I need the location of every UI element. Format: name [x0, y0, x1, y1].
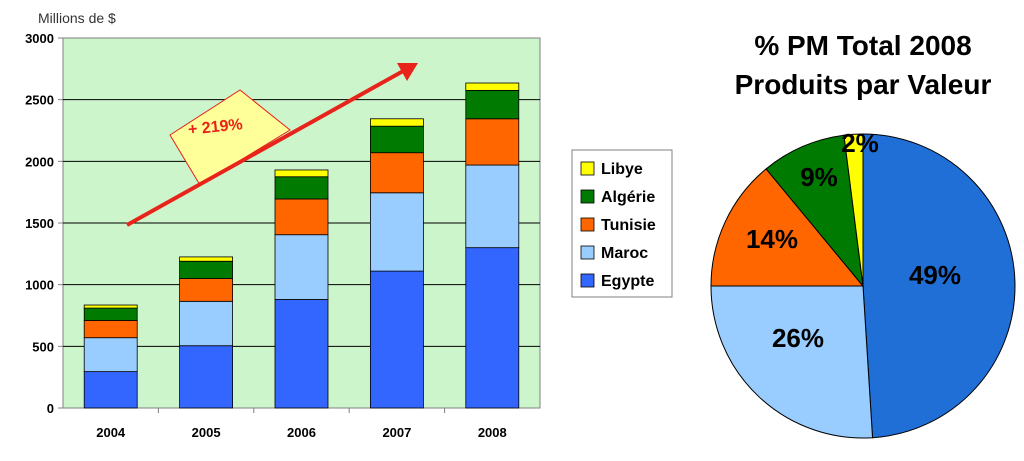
- bar-segment-maroc: [179, 300, 234, 347]
- bar-segment-algérie: [274, 176, 329, 200]
- bar-segment-tunisie: [369, 152, 424, 194]
- growth-annotation: + 219%: [126, 63, 418, 227]
- pie-slices: [710, 133, 1016, 439]
- legend: Libye Algérie Tunisie Maroc Egypte: [571, 149, 673, 298]
- bar-segment-libye: [83, 304, 138, 309]
- bar-segment-tunisie: [274, 198, 329, 236]
- bar-segment-algérie: [179, 260, 234, 279]
- y-tick-label: 2500: [25, 93, 54, 108]
- legend-swatch: [580, 189, 595, 204]
- bar-segment-libye: [369, 118, 424, 127]
- x-axis-ticks: 2004 2005 2006 2007 2008: [96, 408, 507, 440]
- pie-slice-label: 9%: [800, 162, 838, 192]
- pie-title-line-2: Produits par Valeur: [735, 69, 992, 100]
- pie-chart: % PM Total 2008 Produits par Valeur 49% 2…: [710, 30, 1016, 439]
- growth-callout-box: [169, 89, 291, 186]
- pie-slice-maroc: [710, 285, 874, 439]
- bar-segment-egypte: [83, 371, 138, 409]
- bar-segment-tunisie: [465, 118, 520, 166]
- bar-segment-egypte: [465, 247, 520, 409]
- bars: [83, 82, 520, 409]
- bar-segment-tunisie: [179, 278, 234, 302]
- x-tick-label: 2005: [192, 425, 221, 440]
- pie-slice-label: 2%: [841, 128, 879, 158]
- bar-segment-maroc: [274, 234, 329, 300]
- y-axis-title: Millions de $: [38, 10, 116, 26]
- x-tick-label: 2007: [382, 425, 411, 440]
- legend-label: Maroc: [601, 245, 648, 262]
- legend-label: Tunisie: [601, 217, 656, 234]
- legend-swatch: [580, 273, 595, 288]
- growth-callout-label: + 219%: [187, 116, 243, 139]
- legend-swatch: [580, 161, 595, 176]
- bar-segment-egypte: [369, 270, 424, 409]
- bar-segment-algérie: [369, 125, 424, 154]
- bar-segment-egypte: [274, 299, 329, 409]
- bar-segment-algérie: [465, 90, 520, 120]
- bar-segment-egypte: [179, 345, 234, 409]
- bar-segment-maroc: [83, 337, 138, 373]
- bar-segment-maroc: [465, 164, 520, 249]
- pie-slice-egypte: [862, 133, 1016, 439]
- bar-segment-algérie: [83, 307, 138, 321]
- y-tick-label: 1000: [25, 278, 54, 293]
- pie-labels: 49% 26% 14% 9%2%: [746, 128, 961, 353]
- y-tick-label: 3000: [25, 31, 54, 46]
- legend-label: Libye: [601, 161, 643, 178]
- bar-segment-libye: [465, 82, 520, 91]
- bar-segment-libye: [274, 169, 329, 178]
- growth-arrow-line: [126, 68, 406, 227]
- y-axis-ticks: 0 500 1000 1500 2000 2500 3000: [25, 31, 63, 416]
- stacked-bar-chart: Millions de $ 0 500 1000 1500 2000 2500 3000 2…: [25, 10, 541, 440]
- bar-segment-tunisie: [83, 320, 138, 339]
- pie-slice-libye: [843, 133, 864, 287]
- pie-slice-tunisie: [710, 168, 865, 287]
- legend-items: Libye Algérie Tunisie Maroc Egypte: [580, 161, 656, 290]
- y-tick-label: 2000: [25, 154, 54, 169]
- pie-title-line-1: % PM Total 2008: [754, 30, 971, 61]
- pie-slice-label: 26%: [772, 323, 824, 353]
- pie-slice-algérie: [765, 134, 864, 288]
- x-tick-label: 2004: [96, 425, 126, 440]
- growth-arrow-head: [397, 63, 418, 81]
- legend-label: Algérie: [601, 189, 655, 206]
- legend-label: Egypte: [601, 273, 654, 290]
- legend-swatch: [580, 245, 595, 260]
- legend-swatch: [580, 217, 595, 232]
- x-tick-label: 2008: [478, 425, 507, 440]
- pie-slice-label: 49%: [909, 260, 961, 290]
- y-tick-label: 500: [32, 339, 54, 354]
- y-tick-label: 0: [47, 401, 54, 416]
- x-tick-label: 2006: [287, 425, 316, 440]
- y-tick-label: 1500: [25, 216, 54, 231]
- pie-slice-label: 14%: [746, 224, 798, 254]
- bar-segment-libye: [179, 256, 234, 262]
- bar-segment-maroc: [369, 192, 424, 272]
